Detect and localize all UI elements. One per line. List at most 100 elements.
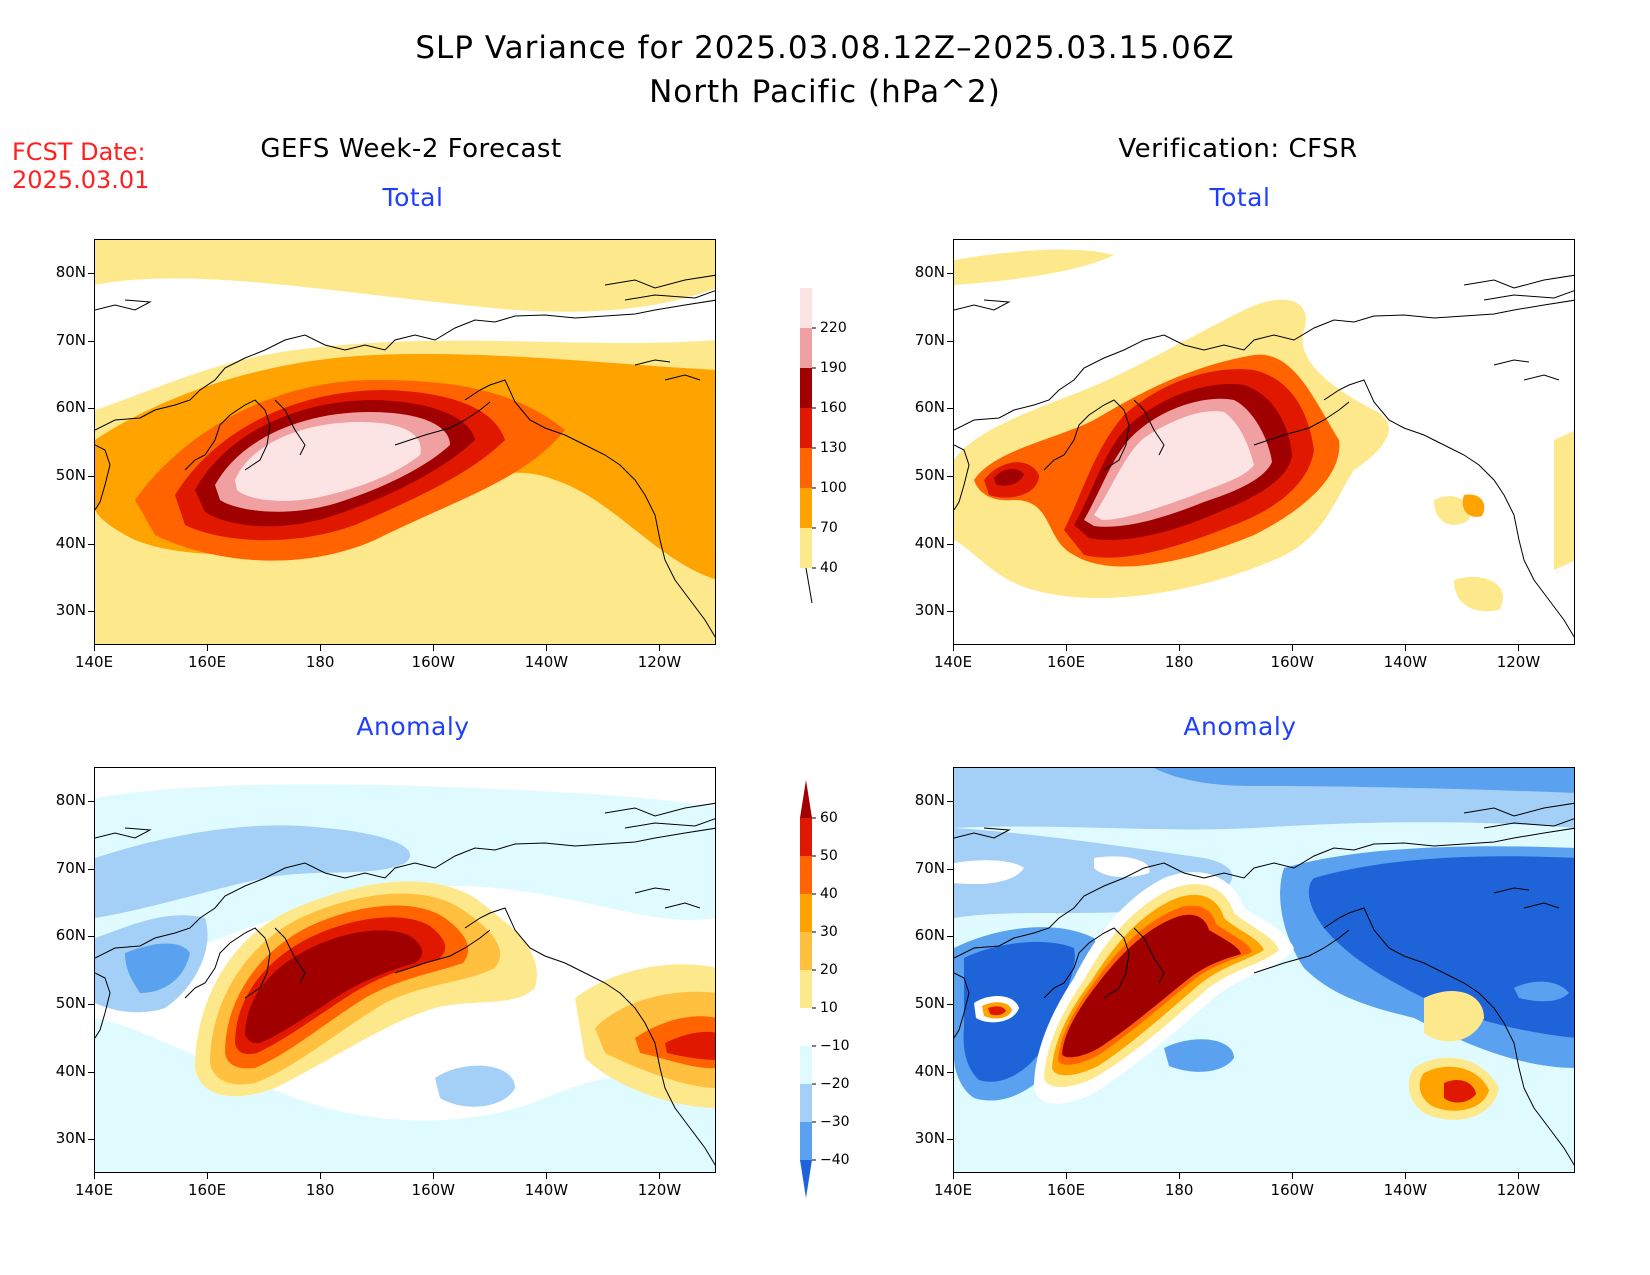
y-tick-label-verification-anomaly: 40N xyxy=(914,1061,945,1080)
colorbar-total-box xyxy=(800,288,812,328)
x-tick-mark xyxy=(1518,645,1520,651)
y-tick-mark xyxy=(947,543,953,545)
x-tick-mark xyxy=(94,645,95,651)
y-tick-label-forecast-anomaly: 60N xyxy=(55,926,86,945)
y-tick-label-verification-anomaly: 50N xyxy=(914,993,945,1012)
colorbar-total-label: 70 xyxy=(820,520,838,536)
x-tick-mark xyxy=(94,1173,95,1179)
colorbar-total-box xyxy=(800,408,812,448)
map-verification-total xyxy=(953,239,1575,645)
y-tick-label-forecast-anomaly: 30N xyxy=(55,1129,86,1148)
x-tick-label-verification-total: 140E xyxy=(933,653,973,671)
colorbar-anomaly-box xyxy=(800,894,812,932)
colorbar-total-label: 220 xyxy=(820,320,847,336)
y-tick-mark xyxy=(947,272,953,274)
x-tick-mark xyxy=(953,645,954,651)
y-tick-label-verification-total: 80N xyxy=(914,262,945,281)
x-tick-label-forecast-total: 140W xyxy=(524,653,569,671)
x-tick-mark xyxy=(659,645,661,651)
y-tick-label-forecast-total: 60N xyxy=(55,398,86,417)
column-title-forecast: GEFS Week-2 Forecast xyxy=(260,134,562,164)
x-tick-mark xyxy=(1179,645,1181,651)
main-subtitle: North Pacific (hPa^2) xyxy=(649,74,1001,110)
colorbar-total-label: 190 xyxy=(820,360,847,376)
colorbar-anomaly-box xyxy=(800,1122,812,1160)
x-tick-mark xyxy=(433,645,435,651)
x-tick-mark xyxy=(207,645,209,651)
x-tick-label-forecast-total: 160E xyxy=(188,653,227,671)
x-tick-label-forecast-anomaly: 160W xyxy=(411,1181,455,1199)
y-tick-mark xyxy=(947,1139,953,1141)
y-tick-mark xyxy=(88,272,94,274)
x-tick-mark xyxy=(207,1173,209,1179)
colorbar-anomaly-box xyxy=(800,856,812,894)
forecast-date-label: FCST Date: xyxy=(12,138,146,166)
x-tick-mark xyxy=(546,1173,548,1179)
colorbar-anomaly-label: 30 xyxy=(820,924,838,940)
x-tick-label-verification-total: 160W xyxy=(1270,653,1314,671)
colorbar-anomaly-label: 40 xyxy=(820,886,838,902)
colorbar-anomaly-box xyxy=(800,1084,812,1122)
colorbar-anomaly-label: 20 xyxy=(820,962,838,978)
y-tick-label-forecast-anomaly: 50N xyxy=(55,993,86,1012)
y-tick-label-verification-total: 70N xyxy=(914,330,945,349)
x-tick-label-verification-anomaly: 180 xyxy=(1164,1181,1194,1199)
colorbar-anomaly-label: 10 xyxy=(820,1000,838,1016)
panel-subtitle-forecast-total: Total xyxy=(382,183,444,212)
x-tick-mark xyxy=(320,645,322,651)
y-tick-mark xyxy=(947,408,953,410)
y-tick-mark xyxy=(88,543,94,545)
x-tick-label-verification-anomaly: 140E xyxy=(933,1181,973,1199)
y-tick-label-verification-total: 50N xyxy=(914,465,945,484)
colorbar-anomaly-label: −30 xyxy=(820,1114,850,1130)
colorbar-anomaly-box xyxy=(800,1046,812,1084)
map-forecast-total xyxy=(94,239,716,645)
x-tick-mark xyxy=(546,645,548,651)
x-tick-mark xyxy=(1405,645,1407,651)
y-tick-mark xyxy=(947,868,953,870)
colorbar-anomaly-label: 60 xyxy=(820,810,838,826)
y-tick-label-forecast-total: 50N xyxy=(55,465,86,484)
panel-subtitle-verification-anomaly: Anomaly xyxy=(1183,712,1297,741)
x-tick-mark xyxy=(320,1173,322,1179)
colorbar-anomaly: 60 50 40 30 20 10 −10 −20 −30 −40 xyxy=(776,750,896,1210)
y-tick-label-verification-total: 40N xyxy=(914,533,945,552)
x-tick-mark xyxy=(433,1173,435,1179)
colorbar-total-label: 160 xyxy=(820,400,847,416)
colorbar-anomaly-label: 50 xyxy=(820,848,838,864)
y-tick-label-verification-anomaly: 80N xyxy=(914,790,945,809)
colorbar-total: 40 70 100 130 160 190 220 xyxy=(776,278,896,618)
x-tick-mark xyxy=(659,1173,661,1179)
x-tick-label-verification-anomaly: 160W xyxy=(1270,1181,1314,1199)
x-tick-label-verification-anomaly: 160E xyxy=(1047,1181,1086,1199)
y-tick-mark xyxy=(88,868,94,870)
y-tick-mark xyxy=(947,1071,953,1073)
y-tick-label-forecast-anomaly: 80N xyxy=(55,790,86,809)
panel-subtitle-verification-total: Total xyxy=(1209,183,1271,212)
y-tick-mark xyxy=(947,1003,953,1005)
x-tick-label-forecast-anomaly: 160E xyxy=(188,1181,227,1199)
colorbar-total-label: 100 xyxy=(820,480,847,496)
colorbar-anomaly-box xyxy=(800,1160,812,1198)
x-tick-mark xyxy=(1066,1173,1068,1179)
y-tick-label-forecast-anomaly: 70N xyxy=(55,858,86,877)
colorbar-anomaly-label: −20 xyxy=(820,1076,850,1092)
panel-subtitle-forecast-anomaly: Anomaly xyxy=(356,712,470,741)
x-tick-label-forecast-total: 160W xyxy=(411,653,455,671)
y-tick-mark xyxy=(88,408,94,410)
y-tick-label-forecast-total: 70N xyxy=(55,330,86,349)
forecast-date-value: 2025.03.01 xyxy=(12,166,150,194)
colorbar-anomaly-box xyxy=(800,818,812,856)
colorbar-anomaly-box xyxy=(800,970,812,1008)
colorbar-anomaly-box xyxy=(800,932,812,970)
x-tick-label-verification-total: 120W xyxy=(1496,653,1541,671)
x-tick-label-verification-total: 160E xyxy=(1047,653,1086,671)
x-tick-mark xyxy=(1179,1173,1181,1179)
y-tick-mark xyxy=(88,1003,94,1005)
column-title-verification: Verification: CFSR xyxy=(1118,134,1358,164)
x-tick-mark xyxy=(953,1173,954,1179)
x-tick-label-verification-anomaly: 140W xyxy=(1383,1181,1428,1199)
y-tick-label-forecast-total: 80N xyxy=(55,262,86,281)
map-forecast-anomaly xyxy=(94,767,716,1173)
x-tick-mark xyxy=(1292,1173,1294,1179)
